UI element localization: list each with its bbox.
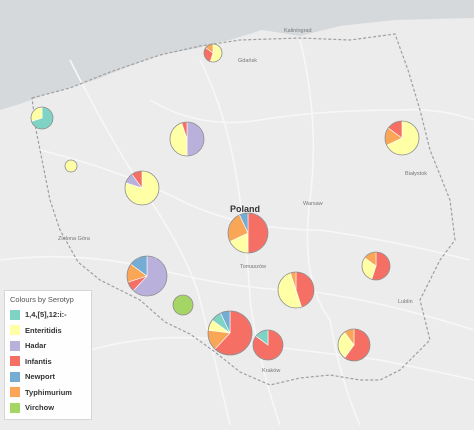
place-label-zielona-gora: Zielona Góra [58,236,91,242]
legend-item: Hadar [10,338,86,354]
pie-outline [124,170,160,206]
pie-outline [361,251,391,281]
pie-markers[interactable] [30,43,420,362]
pie-outline [30,106,54,130]
legend-label: Typhimurium [25,387,72,397]
pie-lodz-region[interactable] [227,212,269,254]
pie-outline [252,329,284,361]
baltic-sea [0,0,474,110]
pie-outline [277,271,315,309]
place-label-warsaw: Warsaw [303,201,323,207]
place-label-krakow: Kraków [262,368,280,374]
pie-opole-region[interactable] [172,294,194,316]
legend-item: Infantis [10,354,86,370]
pie-outline [203,43,223,63]
pie-outline [337,328,371,362]
poland-border [31,33,456,386]
pie-krakow-region[interactable] [252,329,284,361]
legend-swatch [10,387,20,398]
place-label-gdansk: Gdańsk [238,58,257,64]
legend: Colours by Serotyp 1,4,[5],12:i:- Enteri… [4,290,92,420]
legend-item: 1,4,[5],12:i:- [10,307,86,323]
legend-item: Newport [10,369,86,385]
legend-label: Newport [25,372,55,382]
legend-swatch [10,325,20,336]
pie-outline [172,294,194,316]
legend-label: Virchow [25,403,55,413]
legend-item: Typhimurium [10,385,86,401]
pie-outline [227,212,269,254]
pie-bialystok-region[interactable] [384,120,420,156]
legend-label: Infantis [25,356,52,366]
place-label-lublin: Lublin [398,299,413,305]
pie-kielce-region[interactable] [277,271,315,309]
pie-wroclaw-region[interactable] [126,255,168,297]
pie-bydgoszcz-region[interactable] [169,121,205,157]
hel-peninsula [230,30,263,42]
pie-outline [384,120,420,156]
legend-label: Hadar [25,341,47,351]
legend-swatch [10,356,20,367]
pie-poznan-region[interactable] [124,170,160,206]
legend-swatch [10,309,20,320]
legend-swatch [10,340,20,351]
legend-swatch [10,402,20,413]
legend-title: Colours by Serotyp [10,295,74,304]
place-label-bialystok: Białystok [405,171,427,177]
legend-label: Enteritidis [25,325,62,335]
pie-outline [169,121,205,157]
country-label: Poland [230,204,260,214]
pie-katowice-region[interactable] [207,310,253,356]
legend-swatch [10,371,20,382]
place-label-tomaszow: Tomaszów [240,264,266,270]
place-label-kaliningrad: Kaliningrad [284,28,312,34]
pie-szczecin-region[interactable] [30,106,54,130]
pie-outline [126,255,168,297]
pie-outline [64,159,78,173]
pie-lublin-region[interactable] [361,251,391,281]
legend-label: 1,4,[5],12:i:- [25,310,67,320]
pie-west-small[interactable] [64,159,78,173]
pie-gdansk-region[interactable] [203,43,223,63]
legend-item: Enteritidis [10,323,86,339]
pie-outline [207,310,253,356]
pie-rzeszow-region[interactable] [337,328,371,362]
legend-item: Virchow [10,400,86,416]
